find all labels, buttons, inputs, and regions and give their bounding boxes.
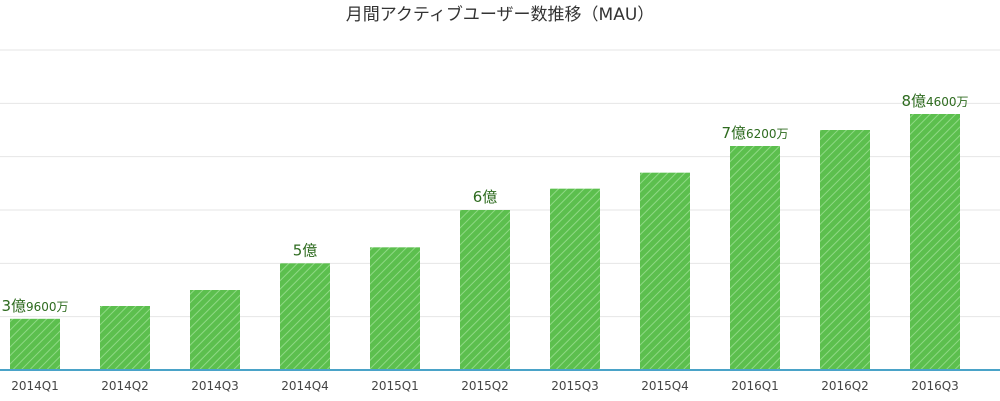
x-tick-label: 2016Q3 [911, 379, 959, 393]
x-axis-ticks: 2014Q1 2014Q2 2014Q3 2014Q4 2015Q1 2015Q2 2015… [11, 379, 959, 393]
data-label-sub: 4600万 [926, 95, 969, 109]
data-label: 3億9600万 [1, 297, 68, 315]
bar-2014Q1 [10, 318, 60, 370]
bar-2014Q3 [190, 290, 240, 370]
bar-2015Q3 [550, 188, 600, 370]
x-tick-label: 2014Q1 [11, 379, 59, 393]
x-tick-label: 2015Q3 [551, 379, 599, 393]
x-tick-label: 2014Q2 [101, 379, 149, 393]
data-label: 6億 [473, 188, 498, 206]
x-tick-label: 2015Q2 [461, 379, 509, 393]
bars [10, 114, 960, 370]
bar-2015Q2 [460, 210, 510, 370]
x-tick-label: 2015Q1 [371, 379, 419, 393]
data-label-sub: 6200万 [746, 127, 789, 141]
data-label-main: 7億 [721, 124, 746, 142]
bar-2015Q1 [370, 247, 420, 370]
data-label: 5億 [293, 241, 318, 259]
x-tick-label: 2014Q3 [191, 379, 239, 393]
bar-2016Q3 [910, 114, 960, 370]
x-tick-label: 2014Q4 [281, 379, 329, 393]
x-tick-label: 2016Q1 [731, 379, 779, 393]
bar-2014Q2 [100, 306, 150, 370]
chart-title: 月間アクティブユーザー数推移（MAU） [346, 4, 655, 25]
data-label-main: 6億 [473, 188, 498, 206]
data-label: 7億6200万 [721, 124, 788, 142]
x-tick-label: 2015Q4 [641, 379, 689, 393]
x-tick-label: 2016Q2 [821, 379, 869, 393]
bar-2015Q4 [640, 172, 690, 370]
data-label-main: 5億 [293, 241, 318, 259]
data-label: 8億4600万 [901, 92, 968, 110]
bar-2016Q2 [820, 130, 870, 370]
data-label-main: 3億 [1, 297, 26, 315]
data-label-sub: 9600万 [26, 300, 69, 314]
data-labels: 3億9600万 5億 6億 7億6200万 8億4600万 [1, 92, 968, 315]
data-label-main: 8億 [901, 92, 926, 110]
bar-2016Q1 [730, 146, 780, 370]
bar-2014Q4 [280, 263, 330, 370]
